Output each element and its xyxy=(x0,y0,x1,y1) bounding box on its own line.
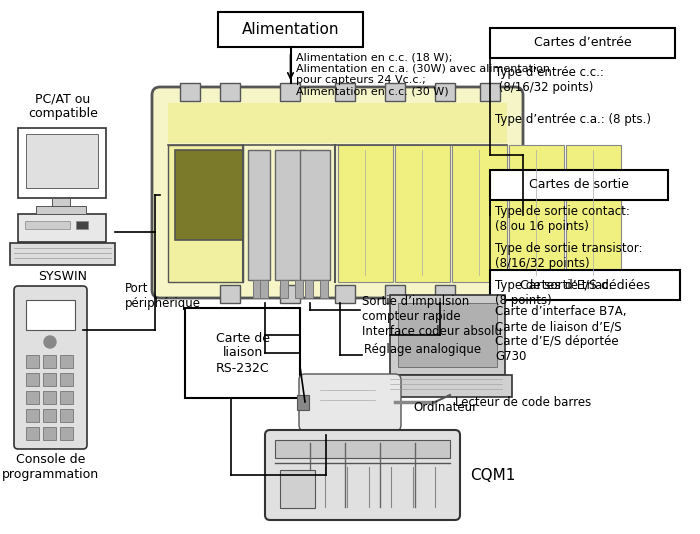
Bar xyxy=(566,145,621,282)
Bar xyxy=(18,214,106,242)
Text: Carte d’interface B7A,
Carte de liaison d’E/S
Carte d’E/S déportée
G730: Carte d’interface B7A, Carte de liaison … xyxy=(495,305,626,363)
Bar xyxy=(52,198,70,206)
Bar xyxy=(26,134,98,188)
Bar xyxy=(275,440,450,458)
Bar xyxy=(280,83,300,101)
Bar xyxy=(295,280,303,298)
Bar xyxy=(509,145,564,282)
FancyBboxPatch shape xyxy=(265,430,460,520)
Bar xyxy=(248,150,270,280)
Bar xyxy=(435,83,455,101)
Bar xyxy=(18,128,106,198)
Bar xyxy=(175,150,243,240)
Text: Cartes de sortie: Cartes de sortie xyxy=(529,178,629,192)
Bar xyxy=(260,280,268,298)
Bar xyxy=(297,395,309,410)
Bar xyxy=(280,285,300,303)
Bar xyxy=(280,470,315,508)
Text: CQM1: CQM1 xyxy=(470,467,515,483)
Text: PC/AT ou
compatible: PC/AT ou compatible xyxy=(28,92,98,120)
Bar xyxy=(220,285,240,303)
Bar xyxy=(36,206,86,214)
Bar xyxy=(60,409,73,422)
Bar xyxy=(490,270,680,300)
Bar xyxy=(338,145,393,282)
Text: Sortie d’impulsion
compteur rapide
Interface codeur absolu: Sortie d’impulsion compteur rapide Inter… xyxy=(362,295,502,338)
Text: Alimentation en c.c. (18 W);
Alimentation en c.a. (30W) avec alimentation
pour c: Alimentation en c.c. (18 W); Alimentatio… xyxy=(295,52,550,97)
Bar xyxy=(60,427,73,440)
Bar xyxy=(43,373,56,386)
Bar xyxy=(26,391,39,404)
FancyBboxPatch shape xyxy=(299,374,401,431)
Text: Port
périphérique: Port périphérique xyxy=(125,282,201,310)
Bar xyxy=(398,303,497,367)
Bar xyxy=(280,280,288,298)
FancyBboxPatch shape xyxy=(14,286,87,449)
Bar xyxy=(275,150,305,280)
Bar xyxy=(452,145,507,282)
Text: Type de sortie triac:
(8 points): Type de sortie triac: (8 points) xyxy=(495,279,612,307)
Bar xyxy=(335,285,355,303)
Bar xyxy=(220,83,240,101)
Bar xyxy=(26,355,39,368)
Text: Cartes d’E/S dédiées: Cartes d’E/S dédiées xyxy=(520,279,650,292)
Text: Lecteur de code barres: Lecteur de code barres xyxy=(455,396,592,409)
Bar xyxy=(25,221,70,229)
Text: Carte de
liaison
RS-232C: Carte de liaison RS-232C xyxy=(216,332,270,374)
Bar xyxy=(300,150,330,280)
FancyBboxPatch shape xyxy=(152,87,523,298)
Bar xyxy=(60,355,73,368)
Bar xyxy=(168,145,243,282)
Bar xyxy=(435,285,455,303)
Bar xyxy=(335,83,355,101)
Bar xyxy=(480,83,500,101)
Bar xyxy=(26,409,39,422)
Bar xyxy=(60,373,73,386)
Bar xyxy=(382,375,512,397)
Text: Console de
programmation: Console de programmation xyxy=(2,453,99,481)
Bar xyxy=(180,83,200,101)
Bar xyxy=(26,373,39,386)
Bar xyxy=(10,243,115,265)
Text: Type d’entrée c.c.:
 (8/16/32 points): Type d’entrée c.c.: (8/16/32 points) xyxy=(495,66,604,94)
Bar xyxy=(320,280,328,298)
Bar xyxy=(26,300,75,330)
Text: Type d’entrée c.a.: (8 pts.): Type d’entrée c.a.: (8 pts.) xyxy=(495,113,651,126)
Bar xyxy=(305,280,313,298)
Bar xyxy=(490,28,675,58)
Bar xyxy=(43,391,56,404)
Bar xyxy=(490,170,668,200)
Text: Ordinateur: Ordinateur xyxy=(413,401,477,414)
Bar xyxy=(395,145,450,282)
Bar xyxy=(390,295,505,375)
Bar xyxy=(168,103,507,143)
Bar xyxy=(43,409,56,422)
Circle shape xyxy=(44,336,56,348)
Bar xyxy=(43,427,56,440)
Bar xyxy=(43,355,56,368)
Bar xyxy=(26,427,39,440)
Text: SYSWIN: SYSWIN xyxy=(38,270,88,283)
Text: Alimentation: Alimentation xyxy=(241,22,340,37)
Bar xyxy=(385,83,405,101)
Text: Cartes d’entrée: Cartes d’entrée xyxy=(533,36,631,50)
Bar xyxy=(385,285,405,303)
Bar xyxy=(185,308,300,398)
Bar xyxy=(218,12,363,47)
Text: Type de sortie transistor:
(8/16/32 points): Type de sortie transistor: (8/16/32 poin… xyxy=(495,242,643,270)
Text: Type de sortie contact:
(8 ou 16 points): Type de sortie contact: (8 ou 16 points) xyxy=(495,205,630,233)
Bar xyxy=(60,391,73,404)
Text: Réglage analogique: Réglage analogique xyxy=(364,342,481,356)
Bar xyxy=(253,280,261,298)
Bar xyxy=(76,221,88,229)
